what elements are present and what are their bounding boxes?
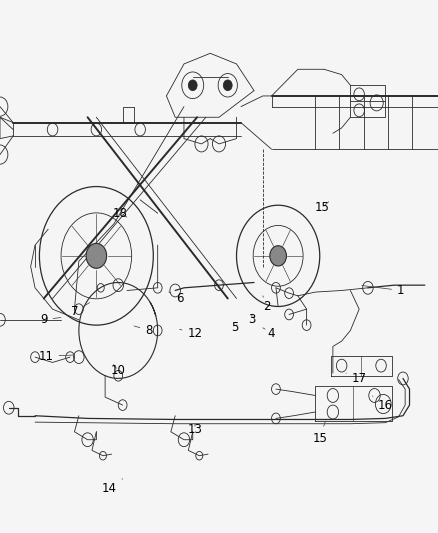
Text: 18: 18 [113, 207, 128, 220]
Text: 5: 5 [231, 321, 238, 334]
Text: 2: 2 [263, 296, 271, 313]
Text: 9: 9 [40, 313, 61, 326]
Text: 11: 11 [39, 350, 74, 362]
Text: 12: 12 [180, 327, 202, 340]
Text: 4: 4 [263, 327, 276, 340]
Circle shape [86, 244, 106, 268]
Text: 8: 8 [134, 324, 152, 337]
Text: 17: 17 [346, 372, 367, 385]
Text: 10: 10 [111, 364, 126, 377]
Text: 1: 1 [362, 284, 405, 297]
Text: 16: 16 [372, 396, 393, 411]
Text: 15: 15 [314, 201, 329, 214]
Text: 14: 14 [102, 479, 123, 495]
Text: 13: 13 [187, 423, 202, 435]
Text: 6: 6 [169, 292, 184, 305]
Circle shape [223, 80, 232, 91]
Text: 3: 3 [248, 313, 255, 326]
Circle shape [270, 246, 286, 266]
Text: 7: 7 [71, 303, 90, 318]
Circle shape [188, 80, 197, 91]
Text: 15: 15 [312, 421, 327, 445]
